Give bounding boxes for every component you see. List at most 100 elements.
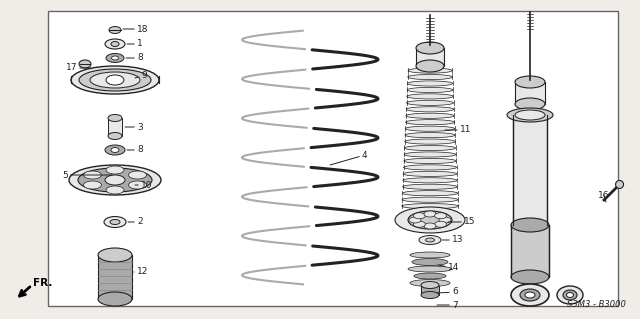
Ellipse shape <box>511 270 549 284</box>
Ellipse shape <box>79 60 91 68</box>
Ellipse shape <box>616 181 623 189</box>
Ellipse shape <box>105 39 125 49</box>
Ellipse shape <box>129 171 147 179</box>
Ellipse shape <box>402 204 458 209</box>
Text: 4: 4 <box>330 151 367 165</box>
Text: 5: 5 <box>62 170 112 180</box>
Ellipse shape <box>405 133 455 138</box>
Ellipse shape <box>408 68 452 73</box>
Ellipse shape <box>408 81 452 86</box>
Text: FR.: FR. <box>33 278 52 288</box>
Ellipse shape <box>395 207 465 233</box>
Ellipse shape <box>403 171 457 176</box>
Ellipse shape <box>69 165 161 195</box>
Ellipse shape <box>83 171 102 179</box>
Ellipse shape <box>424 223 436 229</box>
Ellipse shape <box>513 219 547 232</box>
Ellipse shape <box>410 279 450 286</box>
Ellipse shape <box>515 110 545 120</box>
Ellipse shape <box>108 115 122 122</box>
Text: 8: 8 <box>127 145 143 154</box>
Ellipse shape <box>520 289 540 301</box>
Ellipse shape <box>71 66 159 94</box>
Ellipse shape <box>403 184 458 189</box>
Ellipse shape <box>106 75 124 85</box>
Ellipse shape <box>406 107 454 112</box>
Text: 7: 7 <box>437 300 458 309</box>
Ellipse shape <box>413 221 426 227</box>
Ellipse shape <box>106 54 124 63</box>
Ellipse shape <box>408 266 452 272</box>
Ellipse shape <box>104 217 126 227</box>
Ellipse shape <box>414 273 446 279</box>
Ellipse shape <box>111 41 119 47</box>
Text: 3: 3 <box>125 122 143 131</box>
Ellipse shape <box>407 87 453 93</box>
Ellipse shape <box>410 252 450 258</box>
Ellipse shape <box>406 100 454 106</box>
Ellipse shape <box>421 281 439 288</box>
Ellipse shape <box>109 26 121 33</box>
Ellipse shape <box>110 219 120 225</box>
Bar <box>98 255 132 299</box>
Ellipse shape <box>426 238 435 242</box>
Text: 17: 17 <box>65 63 91 72</box>
Ellipse shape <box>129 181 147 189</box>
Ellipse shape <box>566 293 573 298</box>
Ellipse shape <box>106 166 124 174</box>
Ellipse shape <box>421 292 439 299</box>
Ellipse shape <box>511 218 549 232</box>
Text: 14: 14 <box>438 263 460 272</box>
Text: 1: 1 <box>127 40 143 48</box>
Bar <box>108 118 122 136</box>
Bar <box>511 225 549 277</box>
Ellipse shape <box>404 145 456 151</box>
Ellipse shape <box>557 286 583 304</box>
Ellipse shape <box>98 248 132 262</box>
Ellipse shape <box>403 191 458 196</box>
Text: S3M3 - B3000: S3M3 - B3000 <box>567 300 626 309</box>
Text: 6: 6 <box>437 287 458 296</box>
Ellipse shape <box>407 94 453 99</box>
Text: 8: 8 <box>126 54 143 63</box>
Bar <box>421 285 439 295</box>
Bar <box>48 11 618 306</box>
Text: 10: 10 <box>135 181 152 189</box>
Ellipse shape <box>439 217 451 223</box>
Ellipse shape <box>419 235 441 244</box>
Ellipse shape <box>106 186 124 194</box>
Ellipse shape <box>403 165 456 170</box>
Ellipse shape <box>435 221 447 227</box>
Ellipse shape <box>507 108 553 122</box>
Text: 11: 11 <box>445 125 472 135</box>
Ellipse shape <box>79 69 151 91</box>
Text: 2: 2 <box>128 218 143 226</box>
Text: 12: 12 <box>134 268 148 277</box>
Ellipse shape <box>108 132 122 139</box>
Ellipse shape <box>408 211 452 229</box>
Ellipse shape <box>563 290 577 300</box>
Ellipse shape <box>403 178 457 183</box>
Ellipse shape <box>111 147 119 152</box>
Ellipse shape <box>78 168 152 192</box>
Ellipse shape <box>98 292 132 306</box>
Ellipse shape <box>406 113 454 118</box>
Ellipse shape <box>83 181 102 189</box>
Ellipse shape <box>404 139 455 144</box>
Ellipse shape <box>402 197 458 202</box>
Ellipse shape <box>404 152 456 157</box>
Bar <box>416 48 444 66</box>
Ellipse shape <box>413 213 426 219</box>
Ellipse shape <box>404 158 456 164</box>
Ellipse shape <box>424 211 436 217</box>
Ellipse shape <box>105 175 125 185</box>
Text: 13: 13 <box>442 235 463 244</box>
Ellipse shape <box>515 76 545 88</box>
Ellipse shape <box>90 72 140 88</box>
Ellipse shape <box>416 60 444 72</box>
Text: 9: 9 <box>135 70 147 79</box>
Ellipse shape <box>511 284 549 306</box>
Ellipse shape <box>513 108 547 122</box>
Ellipse shape <box>408 74 452 80</box>
Ellipse shape <box>105 145 125 155</box>
